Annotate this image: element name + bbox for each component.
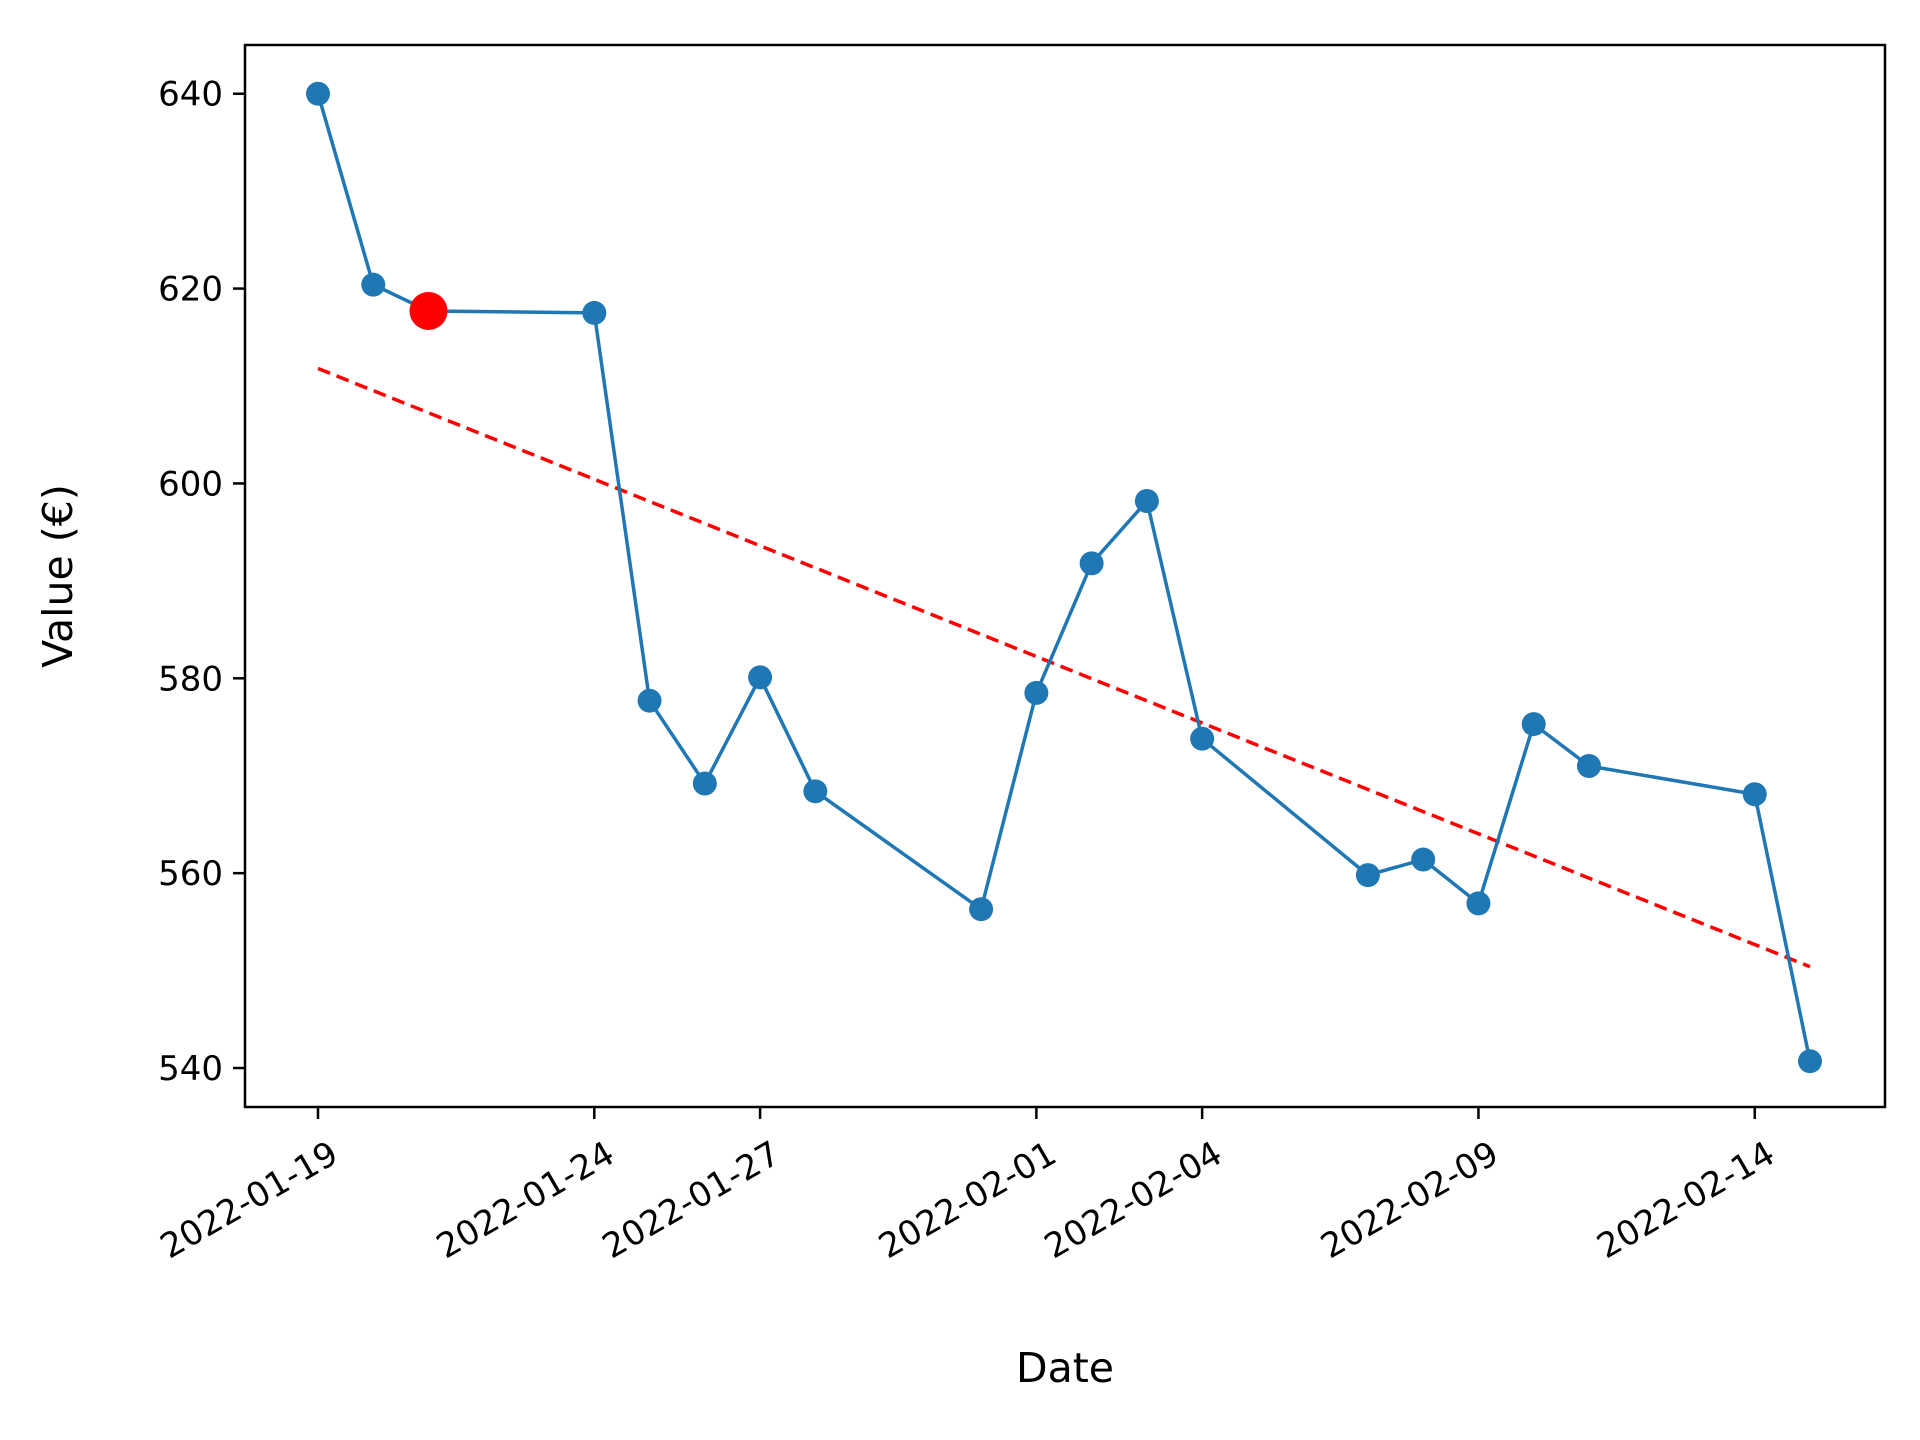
- y-tick-label: 600: [158, 464, 223, 504]
- trend-line: [317, 366, 1811, 969]
- highlighted-point: [409, 291, 448, 330]
- data-point: [1576, 753, 1601, 778]
- data-point: [1190, 726, 1215, 751]
- data-point: [748, 665, 773, 690]
- data-point: [1411, 847, 1436, 872]
- trend-line-group: [317, 366, 1811, 969]
- x-tick-label: 2022-02-14: [1591, 1134, 1782, 1267]
- x-axis-label: Date: [1016, 1344, 1114, 1392]
- x-tick-label: 2022-01-19: [154, 1134, 345, 1267]
- data-point: [637, 688, 662, 713]
- data-point: [692, 771, 717, 796]
- data-point: [1079, 551, 1104, 576]
- data-point: [582, 300, 607, 325]
- y-tick-label: 540: [158, 1049, 223, 1089]
- plot-frame: [243, 43, 1887, 1109]
- highlight-group: [409, 291, 448, 330]
- data-point: [361, 272, 386, 297]
- data-point: [1521, 712, 1546, 737]
- y-tick-label: 560: [158, 854, 223, 894]
- x-tick-label: 2022-01-24: [430, 1134, 621, 1267]
- data-point: [1355, 863, 1380, 888]
- data-point: [1798, 1049, 1822, 1074]
- x-tick-label: 2022-02-01: [872, 1134, 1063, 1267]
- data-point: [1134, 488, 1159, 513]
- y-axis-ticks: 540 560 580 600 620 640: [158, 75, 245, 1089]
- series-line: [316, 93, 1812, 1062]
- x-tick-label: 2022-02-04: [1038, 1134, 1229, 1267]
- data-point: [1742, 782, 1767, 807]
- data-point: [803, 779, 828, 804]
- x-tick-label: 2022-02-09: [1314, 1134, 1505, 1267]
- y-tick-label: 580: [158, 659, 223, 699]
- data-point: [1024, 680, 1049, 705]
- data-point: [306, 81, 330, 106]
- series-group: [306, 81, 1822, 1074]
- data-point: [1466, 891, 1491, 916]
- x-tick-label: 2022-01-27: [596, 1134, 787, 1267]
- y-axis-label: Value (€): [34, 484, 82, 668]
- data-point: [969, 897, 994, 922]
- y-tick-label: 620: [158, 270, 223, 310]
- y-tick-label: 640: [158, 75, 223, 115]
